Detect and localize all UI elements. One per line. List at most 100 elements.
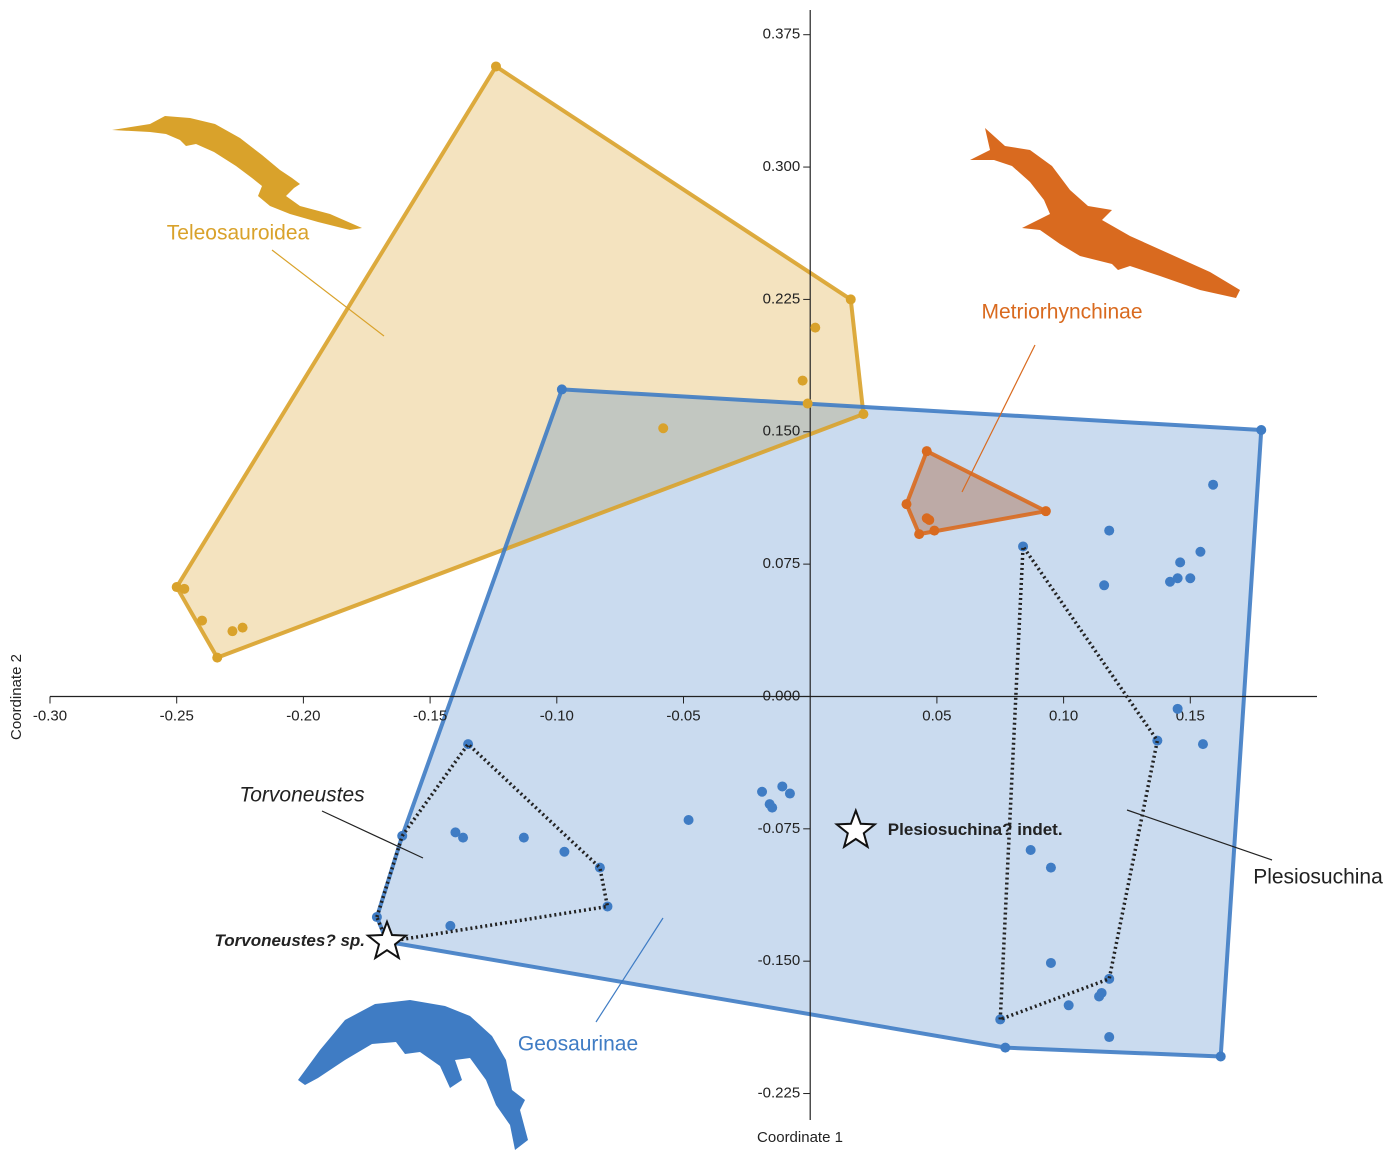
x-tick-label: -0.10 [540, 707, 574, 724]
leader-line [321, 810, 424, 859]
y-tick-label: -0.075 [758, 820, 801, 837]
hull-outline [174, 64, 866, 660]
data-point [1000, 1042, 1011, 1053]
group-label: Teleosauroidea [167, 222, 310, 245]
specimen-star [834, 807, 878, 850]
y-tick-label: 0.375 [763, 26, 801, 43]
data-point [594, 862, 605, 873]
data-point [757, 786, 768, 797]
specimen-label: Plesiosuchina? indet. [888, 820, 1063, 839]
data-point [767, 802, 778, 813]
data-point [197, 615, 208, 626]
data-point [802, 398, 813, 409]
data-point [797, 375, 808, 386]
subgroup-hull [998, 541, 1160, 1022]
data-point [1018, 541, 1029, 552]
data-point [602, 901, 613, 912]
data-point [458, 832, 469, 843]
y-tick-label: 0.075 [763, 555, 801, 572]
data-point [784, 788, 795, 799]
data-point [1256, 425, 1267, 435]
specimen-star [365, 918, 409, 961]
data-point [1197, 739, 1208, 750]
group-label: Geosaurinae [518, 1033, 638, 1056]
data-point [556, 384, 567, 395]
metriorhynch-silhouette [970, 128, 1240, 298]
data-point [450, 827, 461, 838]
data-point [1172, 573, 1183, 584]
data-point [1025, 845, 1036, 855]
hull-fills [176, 66, 1262, 1057]
data-point [1152, 735, 1163, 746]
data-point [914, 529, 925, 540]
data-point [924, 515, 935, 525]
data-point [179, 583, 190, 594]
geosaur-silhouette [298, 1000, 528, 1150]
data-point [858, 409, 869, 420]
y-tick-label: 0.150 [763, 423, 801, 440]
data-point [237, 622, 248, 633]
data-point [929, 525, 940, 536]
data-point [227, 626, 238, 637]
hull-fill [906, 451, 1046, 535]
data-point [1045, 957, 1056, 968]
data-point [1208, 479, 1219, 490]
data-point [445, 920, 456, 931]
x-axis-label: Coordinate 1 [757, 1129, 843, 1146]
axes: -0.30 -0.25 -0.20 -0.15 -0.10 -0.05 0.05 0.10 0.… [33, 10, 1317, 1120]
data-point [1215, 1051, 1226, 1062]
y-axis-label: Coordinate 2 [8, 654, 25, 740]
data-point [921, 446, 932, 457]
data-point [658, 423, 669, 434]
data-point [1104, 1032, 1115, 1043]
y-tick-label: 0.300 [763, 158, 801, 175]
data-point [1045, 862, 1056, 873]
x-tick-label: -0.05 [666, 707, 700, 724]
x-tick-label: 0.05 [922, 707, 951, 724]
group-label: Plesiosuchina [1253, 866, 1383, 889]
data-point [212, 652, 223, 663]
data-point [1104, 525, 1115, 536]
data-point [1175, 557, 1186, 568]
x-tick-label: -0.20 [286, 707, 320, 724]
data-point [171, 582, 182, 593]
data-point [777, 781, 788, 792]
data-point [1185, 573, 1196, 584]
x-tick-label: 0.10 [1049, 707, 1078, 724]
data-point [490, 61, 501, 72]
data-point [1195, 546, 1206, 557]
leader-line [1126, 809, 1273, 861]
data-point [518, 832, 529, 843]
y-tick-label: 0.225 [763, 290, 801, 307]
group-label: Torvoneustes [239, 784, 365, 807]
leader-line [271, 249, 385, 337]
data-point [683, 815, 694, 825]
data-point [845, 294, 856, 305]
x-tick-label: -0.25 [160, 707, 194, 724]
data-point [901, 499, 912, 510]
y-tick-label: -0.150 [758, 952, 801, 969]
y-tick-label: -0.225 [758, 1084, 801, 1101]
y-tick-label: 0.000 [763, 687, 801, 704]
leader-line [961, 344, 1036, 493]
data-point [1094, 991, 1105, 1002]
x-tick-label: -0.15 [413, 707, 447, 724]
hull-outline [374, 387, 1264, 1059]
x-tick-label: -0.30 [33, 707, 67, 724]
data-point [810, 322, 821, 333]
data-point [1040, 506, 1051, 517]
data-point [1165, 576, 1176, 587]
x-tick-label: 0.15 [1176, 707, 1205, 724]
data-point [1099, 580, 1110, 591]
hull-fill [176, 66, 864, 658]
hull-fill [376, 389, 1262, 1057]
teleosaur-silhouette [112, 116, 362, 230]
specimen-label: Torvoneustes? sp. [215, 931, 366, 950]
data-point [559, 846, 570, 857]
group-label: Metriorhynchinae [981, 301, 1142, 324]
data-point [463, 739, 474, 750]
labels: Teleosauroidea Metriorhynchinae Geosaurina… [167, 222, 1383, 1056]
data-point [1063, 1000, 1074, 1011]
